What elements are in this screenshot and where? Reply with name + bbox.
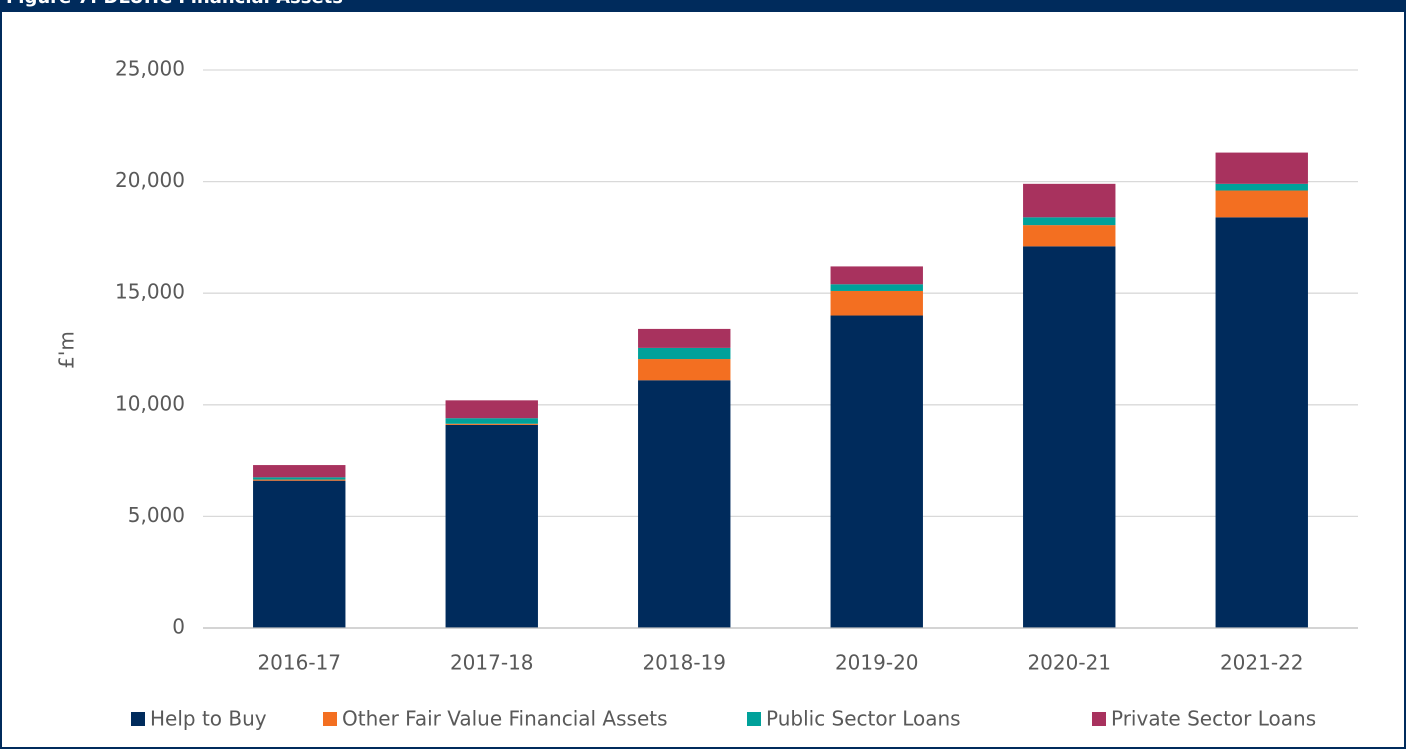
legend-swatch xyxy=(1092,712,1106,726)
legend-swatch xyxy=(747,712,761,726)
legend-label: Public Sector Loans xyxy=(766,707,961,731)
bar-segment xyxy=(1023,225,1116,247)
bar-segment xyxy=(638,359,731,381)
bar-segment xyxy=(253,480,346,628)
x-tick-label: 2019-20 xyxy=(835,651,919,675)
bar-segment xyxy=(1023,246,1116,628)
bar-segment xyxy=(445,423,538,425)
bar-segment xyxy=(830,290,923,316)
bar-segment xyxy=(253,465,346,478)
y-axis-label: £'m xyxy=(55,331,79,369)
x-tick-label: 2021-22 xyxy=(1220,651,1304,675)
bar-segment xyxy=(253,479,346,481)
y-tick-label: 15,000 xyxy=(115,280,185,304)
bar-segment xyxy=(253,477,346,480)
legend-swatch xyxy=(131,712,145,726)
legend-label: Private Sector Loans xyxy=(1111,707,1316,731)
bar-segment xyxy=(830,315,923,628)
bar-segment xyxy=(1023,217,1116,226)
bar-segment xyxy=(445,424,538,628)
legend-label: Help to Buy xyxy=(150,707,267,731)
bar-segment xyxy=(1215,183,1308,191)
bar-segment xyxy=(830,284,923,291)
bar-segment xyxy=(638,328,731,348)
chart-title: Figure 7: DLUHC Financial Assets xyxy=(6,0,343,8)
y-tick-label: 0 xyxy=(172,615,185,639)
y-tick-label: 5,000 xyxy=(128,503,185,527)
legend-swatch xyxy=(323,712,337,726)
x-tick-label: 2020-21 xyxy=(1027,651,1111,675)
bar-segment xyxy=(1215,217,1308,628)
bar-segment xyxy=(1215,190,1308,218)
bar-segment xyxy=(1215,152,1308,184)
bar-segment xyxy=(830,266,923,285)
x-tick-label: 2016-17 xyxy=(257,651,341,675)
y-tick-label: 25,000 xyxy=(115,57,185,81)
legend-label: Other Fair Value Financial Assets xyxy=(342,707,668,731)
title-band xyxy=(0,0,1406,12)
bar-segment xyxy=(1023,183,1116,218)
bar-segment xyxy=(638,347,731,360)
y-tick-label: 10,000 xyxy=(115,391,185,415)
x-tick-label: 2017-18 xyxy=(450,651,534,675)
bar-segment xyxy=(445,400,538,419)
x-tick-label: 2018-19 xyxy=(642,651,726,675)
bar-segment xyxy=(638,380,731,628)
y-tick-label: 20,000 xyxy=(115,168,185,192)
bar-segment xyxy=(445,418,538,424)
